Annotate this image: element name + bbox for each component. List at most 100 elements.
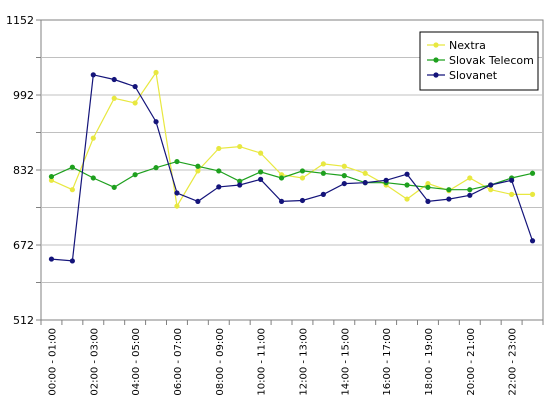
data-point (488, 182, 494, 188)
data-point (48, 256, 55, 262)
x-tick-label: 06:00 - 07:00 (173, 328, 184, 396)
legend-items: Nextra Slovak Telecom Slovanet (427, 39, 534, 82)
legend-label: Slovak Telecom (449, 54, 534, 67)
data-point (446, 187, 452, 193)
data-point (299, 168, 306, 174)
legend: Nextra Slovak Telecom Slovanet (419, 31, 539, 91)
data-point (90, 135, 96, 141)
legend-label: Slovanet (449, 69, 498, 82)
data-point (362, 180, 368, 186)
data-point (258, 176, 264, 182)
data-point (446, 196, 452, 202)
data-point (299, 197, 306, 204)
x-tick-label: 12:00 - 13:00 (298, 328, 309, 396)
y-tick-label: 1152 (6, 14, 34, 27)
data-point (216, 145, 222, 152)
data-point (278, 175, 285, 181)
series-nextra (48, 69, 536, 209)
series-line (51, 70, 533, 208)
data-point (425, 198, 431, 205)
y-tick-label: 832 (13, 164, 34, 177)
data-point (425, 184, 431, 190)
data-point (404, 182, 410, 188)
data-point (174, 203, 180, 209)
x-tick-label: 02:00 - 03:00 (89, 328, 100, 396)
data-point (467, 187, 473, 193)
data-point (320, 161, 326, 167)
series-line (51, 160, 533, 191)
data-point (90, 175, 96, 181)
data-point (111, 76, 117, 83)
series-line (51, 74, 534, 262)
data-point (195, 163, 201, 169)
x-tick-label: 00:00 - 01:00 (47, 328, 58, 396)
data-point (320, 170, 326, 176)
data-point (111, 95, 117, 101)
data-point (404, 196, 410, 202)
data-point (48, 173, 55, 180)
data-point (467, 175, 473, 181)
data-point (174, 158, 180, 165)
data-point (153, 69, 159, 76)
data-point (111, 184, 117, 190)
data-point (404, 171, 410, 177)
x-tick-label: 16:00 - 17:00 (382, 328, 393, 396)
data-point (278, 198, 285, 205)
legend-swatch-marker (433, 57, 439, 63)
data-point (69, 258, 75, 264)
data-point (488, 187, 494, 193)
data-point (258, 150, 264, 156)
data-point (153, 119, 159, 125)
data-point (216, 168, 222, 174)
legend-box (419, 31, 539, 91)
data-point (529, 191, 536, 197)
data-point (132, 172, 138, 178)
x-tick-label: 20:00 - 21:00 (466, 328, 477, 396)
x-tick-label: 22:00 - 23:00 (508, 328, 519, 396)
y-axis: 512 672 832 992 1152 (6, 14, 41, 327)
series-group (48, 69, 536, 264)
legend-label: Nextra (449, 39, 486, 52)
data-point (529, 238, 536, 244)
data-point (383, 177, 389, 183)
y-tick-label: 512 (13, 314, 34, 327)
data-point (258, 169, 264, 175)
data-point (237, 182, 243, 188)
series-slovanet (48, 72, 536, 264)
x-tick-label: 18:00 - 19:00 (424, 328, 435, 396)
data-point (132, 100, 138, 106)
data-point (237, 143, 243, 150)
data-point (341, 180, 347, 187)
x-tick-label: 08:00 - 09:00 (215, 328, 226, 396)
legend-swatch-marker (433, 42, 439, 48)
data-point (467, 192, 473, 198)
data-point (320, 191, 326, 197)
data-point (299, 175, 306, 181)
y-tick-label: 992 (13, 89, 34, 102)
data-point (362, 170, 368, 176)
data-point (48, 177, 55, 183)
data-point (153, 165, 159, 171)
x-tick-label: 14:00 - 15:00 (340, 328, 351, 396)
legend-swatch-marker (433, 72, 439, 78)
data-point (132, 83, 138, 90)
data-point (341, 163, 347, 169)
data-point (195, 168, 201, 174)
data-point (216, 184, 222, 190)
data-point (174, 190, 180, 196)
data-point (529, 170, 536, 176)
data-point (195, 198, 201, 205)
x-axis: 00:00 - 01:00 02:00 - 03:00 04:00 - 05:00 0… (40, 320, 544, 396)
data-point (237, 178, 243, 184)
data-point (90, 72, 96, 78)
data-point (509, 191, 515, 197)
data-point (69, 164, 75, 170)
data-point (509, 177, 515, 183)
y-tick-label: 672 (13, 239, 34, 252)
data-point (69, 187, 75, 193)
data-point (425, 180, 431, 187)
data-point (341, 173, 347, 179)
x-tick-label: 10:00 - 11:00 (257, 328, 268, 396)
